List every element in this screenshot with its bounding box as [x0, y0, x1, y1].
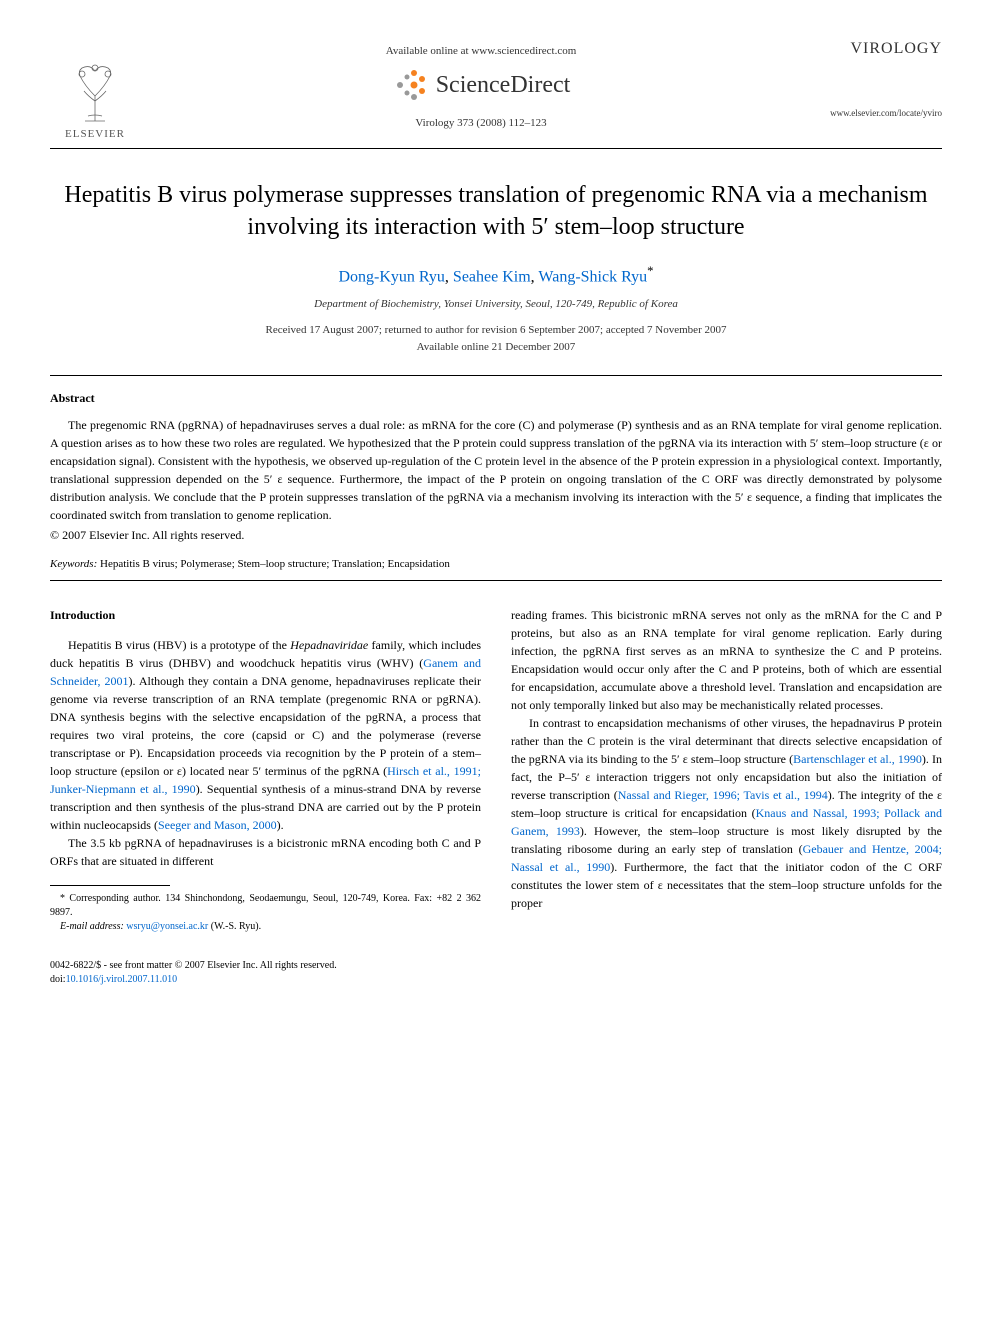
- keywords: Keywords: Hepatitis B virus; Polymerase;…: [50, 558, 942, 570]
- center-header: Available online at www.sciencedirect.co…: [140, 40, 822, 129]
- header-row: ELSEVIER Available online at www.science…: [50, 40, 942, 140]
- intro-para-2: The 3.5 kb pgRNA of hepadnaviruses is a …: [50, 834, 481, 870]
- keywords-label: Keywords:: [50, 558, 97, 570]
- affiliation: Department of Biochemistry, Yonsei Unive…: [50, 298, 942, 310]
- elsevier-logo: ELSEVIER: [50, 40, 140, 140]
- ref-link[interactable]: Seeger and Mason, 2000: [158, 818, 277, 832]
- abstract-bottom-divider: [50, 580, 942, 581]
- right-column: reading frames. This bicistronic mRNA se…: [511, 606, 942, 934]
- right-para-1: reading frames. This bicistronic mRNA se…: [511, 606, 942, 714]
- author-link-2[interactable]: Seahee Kim: [453, 268, 531, 285]
- article-title: Hepatitis B virus polymerase suppresses …: [50, 179, 942, 244]
- doi-link[interactable]: 10.1016/j.virol.2007.11.010: [66, 974, 178, 985]
- journal-reference: Virology 373 (2008) 112–123: [140, 117, 822, 129]
- introduction-heading: Introduction: [50, 606, 481, 624]
- available-online-text: Available online at www.sciencedirect.co…: [140, 45, 822, 57]
- author-link-1[interactable]: Dong-Kyun Ryu: [338, 268, 444, 285]
- author-link-3[interactable]: Wang-Shick Ryu: [538, 268, 647, 285]
- email-footnote: E-mail address: wsryu@yonsei.ac.kr (W.-S…: [50, 920, 481, 934]
- body-columns: Introduction Hepatitis B virus (HBV) is …: [50, 606, 942, 934]
- email-link[interactable]: wsryu@yonsei.ac.kr: [126, 921, 208, 932]
- top-divider: [50, 148, 942, 149]
- abstract-section: Abstract The pregenomic RNA (pgRNA) of h…: [50, 391, 942, 543]
- elsevier-tree-icon: [60, 56, 130, 126]
- corresponding-mark: *: [647, 264, 653, 278]
- abstract-text: The pregenomic RNA (pgRNA) of hepadnavir…: [50, 416, 942, 524]
- keywords-text: Hepatitis B virus; Polymerase; Stem–loop…: [97, 558, 450, 570]
- abstract-heading: Abstract: [50, 391, 942, 406]
- right-para-2: In contrast to encapsidation mechanisms …: [511, 714, 942, 912]
- footer: 0042-6822/$ - see front matter © 2007 El…: [50, 959, 942, 987]
- journal-name: VIROLOGY: [822, 40, 942, 58]
- journal-logo-block: VIROLOGY www.elsevier.com/locate/yviro: [822, 40, 942, 118]
- dates-line1: Received 17 August 2007; returned to aut…: [50, 322, 942, 339]
- sciencedirect-dots-icon: [392, 65, 432, 105]
- authors: Dong-Kyun Ryu, Seahee Kim, Wang-Shick Ry…: [50, 264, 942, 286]
- journal-url: www.elsevier.com/locate/yviro: [822, 108, 942, 118]
- left-column: Introduction Hepatitis B virus (HBV) is …: [50, 606, 481, 934]
- ref-link[interactable]: Bartenschlager et al., 1990: [793, 752, 922, 766]
- article-dates: Received 17 August 2007; returned to aut…: [50, 322, 942, 355]
- footnote-divider: [50, 885, 170, 886]
- corresponding-footnote: * Corresponding author. 134 Shinchondong…: [50, 892, 481, 920]
- intro-para-1: Hepatitis B virus (HBV) is a prototype o…: [50, 636, 481, 834]
- issn-line: 0042-6822/$ - see front matter © 2007 El…: [50, 959, 942, 973]
- sciencedirect-logo: ScienceDirect: [140, 65, 822, 105]
- abstract-top-divider: [50, 375, 942, 376]
- ref-link[interactable]: Nassal and Rieger, 1996; Tavis et al., 1…: [618, 788, 828, 802]
- dates-line2: Available online 21 December 2007: [50, 339, 942, 356]
- elsevier-label: ELSEVIER: [65, 128, 125, 140]
- doi-line: doi:10.1016/j.virol.2007.11.010: [50, 973, 942, 987]
- sciencedirect-text: ScienceDirect: [436, 72, 571, 99]
- abstract-copyright: © 2007 Elsevier Inc. All rights reserved…: [50, 528, 942, 543]
